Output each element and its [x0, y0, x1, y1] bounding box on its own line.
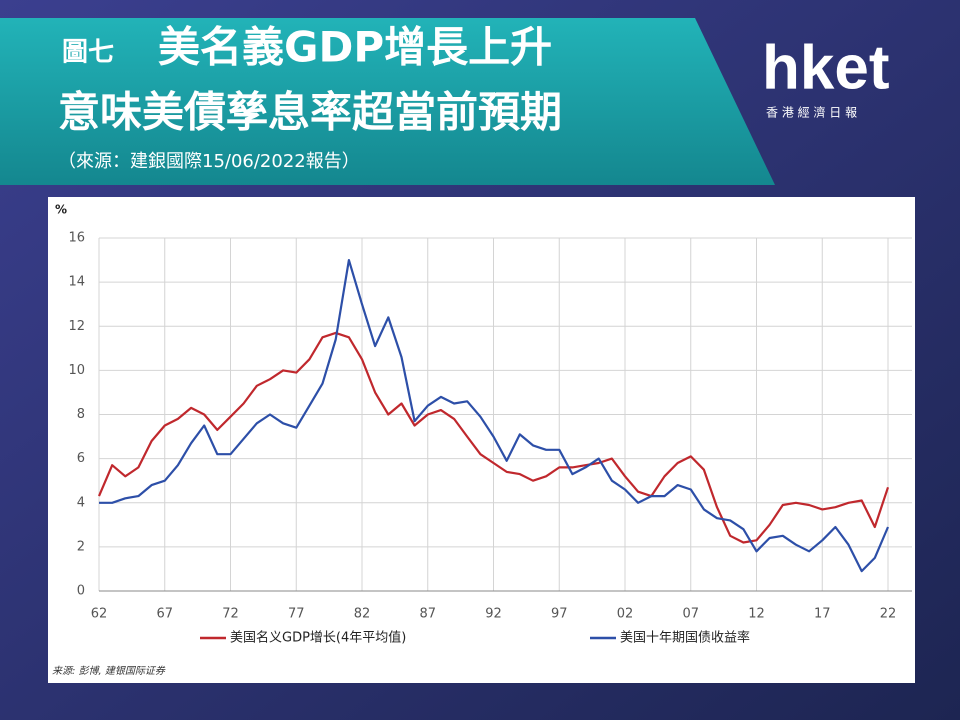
- x-tick-label: 72: [222, 607, 239, 622]
- x-tick-label: 17: [814, 607, 831, 622]
- source: （來源：建銀國際15/06/2022報告）: [58, 151, 360, 172]
- y-tick-label: 4: [77, 495, 85, 510]
- title-line: 美名義GDP增長上升: [158, 23, 552, 72]
- y-tick-label: 2: [77, 539, 85, 554]
- x-tick-label: 97: [551, 607, 568, 622]
- x-tick-label: 77: [288, 607, 305, 622]
- y-tick-label: 0: [77, 584, 85, 599]
- logo-tagline: 香 港 經 濟 日 報: [766, 105, 857, 120]
- figure-label: 圖七: [62, 38, 114, 68]
- y-tick-label: 14: [68, 275, 85, 290]
- y-tick-label: 12: [68, 319, 85, 334]
- x-tick-label: 07: [682, 607, 699, 622]
- x-tick-label: 67: [156, 607, 173, 622]
- x-tick-label: 12: [748, 607, 765, 622]
- title-line: 意味美債孳息率超當前預期: [58, 88, 562, 137]
- x-tick-label: 87: [419, 607, 436, 622]
- x-tick-label: 02: [617, 607, 634, 622]
- x-tick-label: 22: [880, 607, 897, 622]
- logo: hket: [762, 33, 889, 102]
- y-tick-label: 6: [77, 451, 85, 466]
- y-tick-label: 16: [68, 231, 85, 246]
- chart-note: 来源: 彭博, 建银国际证券: [52, 665, 166, 677]
- x-tick-label: 82: [354, 607, 371, 622]
- y-tick-label: 8: [77, 407, 85, 422]
- y-tick-label: 10: [68, 363, 85, 378]
- chart-panel: [48, 197, 915, 683]
- title-banner: [0, 18, 775, 185]
- x-tick-label: 62: [91, 607, 108, 622]
- series-line: [97, 331, 890, 544]
- y-unit: %: [55, 203, 67, 217]
- x-tick-label: 92: [485, 607, 502, 622]
- legend-label: 美国十年期国债收益率: [620, 630, 750, 646]
- series-line: [99, 259, 890, 573]
- legend-label: 美国名义GDP增长(4年平均值): [230, 630, 406, 646]
